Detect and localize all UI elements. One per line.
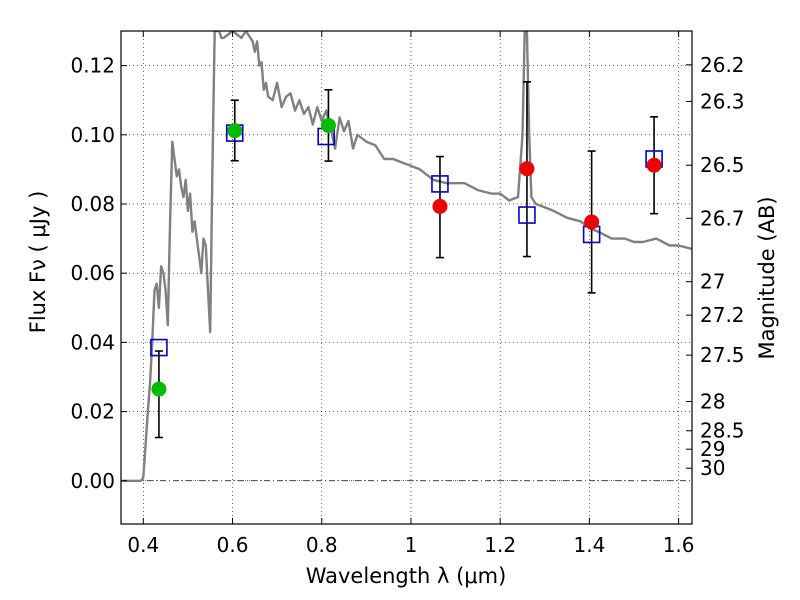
x-tick-label: 1.2	[484, 533, 516, 557]
magnitude-tick-label: 27	[700, 270, 725, 294]
magnitude-tick-label: 28.5	[700, 419, 745, 443]
y-tick-label: 0.04	[70, 330, 115, 354]
model-point	[431, 175, 449, 193]
observed-point	[646, 157, 662, 173]
model-sed-curve	[121, 31, 692, 482]
x-tick-label: 1.6	[663, 533, 695, 557]
x-ticks: 0.4 0.6 0.8 1 1.2 1.4 1.6	[127, 31, 695, 557]
observed-point	[519, 161, 535, 177]
y-tick-label: 0.06	[70, 261, 115, 285]
y-tick-label: 0.12	[70, 54, 115, 78]
magnitude-tick-label: 27.5	[700, 343, 745, 367]
model-point	[150, 338, 168, 357]
x-tick-label: 1.4	[573, 533, 605, 557]
y-ticks: 0.00 0.02 0.04 0.06 0.08 0.10 0.12	[70, 54, 127, 493]
magnitude-tick-label: 26.5	[700, 153, 745, 177]
observed-point	[151, 381, 167, 397]
magnitude-tick-label: 29	[700, 437, 725, 461]
x-tick-label: 0.6	[217, 533, 249, 557]
x-tick-label: 1	[405, 533, 418, 557]
observations-layer	[151, 117, 662, 397]
y-tick-label: 0.08	[70, 192, 115, 216]
plot-frame	[120, 30, 693, 525]
y-tick-label: 0.10	[70, 123, 115, 147]
observed-point	[432, 198, 448, 214]
magnitude-tick-label: 26.2	[700, 53, 745, 77]
y-axis-label: Flux Fν ( μJy )	[26, 191, 50, 334]
magnitude-tick-label: 26.3	[700, 89, 745, 113]
observed-point	[227, 123, 243, 139]
magnitude-tick-label: 26.7	[700, 206, 745, 230]
x-axis-label: Wavelength λ (μm)	[306, 564, 507, 588]
magnitude-tick-label: 28	[700, 389, 725, 413]
y2-axis-label: Magnitude (AB)	[755, 196, 779, 359]
x-tick-label: 0.8	[306, 533, 338, 557]
x-tick-label: 0.4	[127, 533, 159, 557]
plot-background	[121, 31, 692, 524]
y-tick-label: 0.02	[70, 400, 115, 424]
model-point	[518, 206, 536, 224]
magnitude-tick-label: 27.2	[700, 303, 745, 327]
model-sed-layer	[121, 31, 692, 482]
observed-point	[320, 117, 336, 133]
observed-point	[584, 214, 600, 230]
y-tick-label: 0.00	[70, 469, 115, 493]
magnitude-tick-label: 30	[700, 456, 725, 480]
